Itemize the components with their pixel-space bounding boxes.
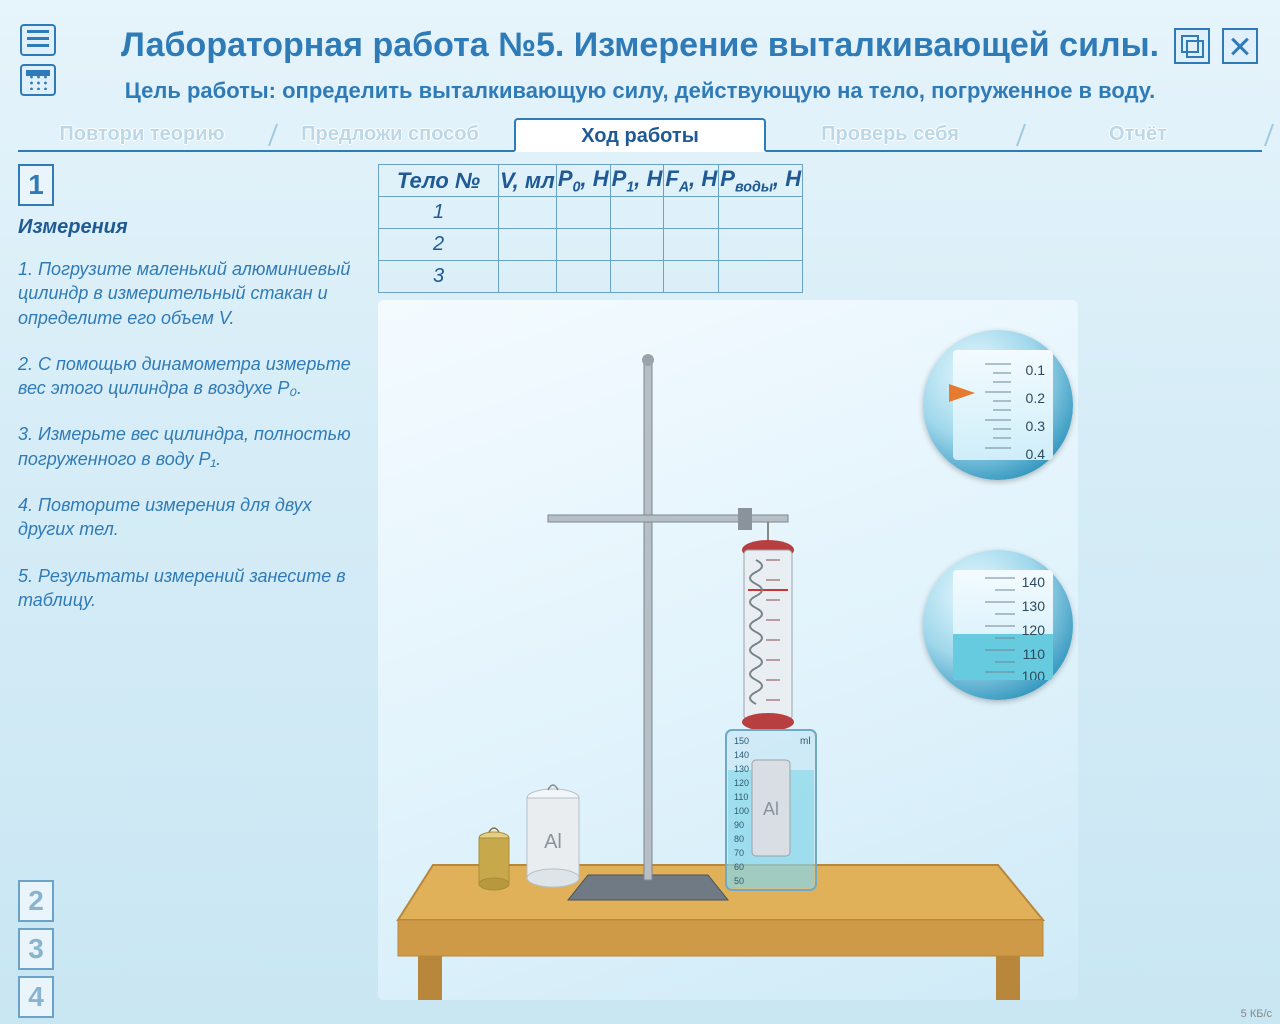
cell-p1[interactable] [610,229,664,261]
lab-table-edge [398,920,1043,956]
force-scale-lines [985,358,1025,458]
step-indicator-2[interactable]: 2 [18,880,54,922]
tab-method[interactable]: Предложи способ [266,118,514,150]
tab-bar: Повтори теорию Предложи способ Ход работ… [18,118,1262,152]
svg-text:130: 130 [734,764,749,774]
volume-gauge[interactable]: 140 130 120 110 100 [923,550,1073,700]
cell-num: 1 [379,197,499,229]
force-tick: 0.4 [1026,446,1045,462]
cylinder-label: Al [544,831,562,853]
menu-icon[interactable] [20,24,56,56]
step-indicator-4[interactable]: 4 [18,976,54,1018]
cell-fa[interactable] [664,197,719,229]
cylinder-large[interactable]: Al [527,785,579,887]
beaker-unit: ml [800,736,811,747]
cell-fa[interactable] [664,261,719,293]
table-leg [996,956,1020,1000]
step-indicator-3[interactable]: 3 [18,928,54,970]
svg-text:110: 110 [734,792,748,802]
results-table: Тело № V, мл P0, Н P1, Н FA, Н Pводы, Н … [378,164,803,293]
cell-p1[interactable] [610,261,664,293]
tab-procedure[interactable]: Ход работы [514,118,766,152]
force-tick: 0.2 [1026,390,1045,406]
volume-scale-lines [985,570,1035,680]
step-indicator-1[interactable]: 1 [18,164,54,206]
stand-clamp [738,508,752,530]
table-header-row: Тело № V, мл P0, Н P1, Н FA, Н Pводы, Н [379,165,803,197]
col-p0: P0, Н [556,165,610,197]
cell-p0[interactable] [556,261,610,293]
instruction-5: 5. Результаты измерений занесите в табли… [18,564,358,613]
cell-p1[interactable] [610,197,664,229]
step-nav: 2 3 4 [18,880,54,1024]
cell-v[interactable] [499,261,557,293]
instructions-panel: 1 Измерения 1. Погрузите маленький алюми… [18,164,358,634]
stand-cap [642,354,654,366]
instruction-4: 4. Повторите измерения для двух других т… [18,493,358,542]
force-gauge[interactable]: 0.1 0.2 0.3 0.4 [923,330,1073,480]
force-tick: 0.3 [1026,418,1045,434]
close-icon[interactable] [1222,28,1258,64]
calculator-icon[interactable] [20,64,56,96]
svg-text:90: 90 [734,820,744,830]
cell-p0[interactable] [556,229,610,261]
page-subtitle: Цель работы: определить выталкивающую си… [0,78,1280,104]
svg-text:150: 150 [734,736,749,746]
tab-check[interactable]: Проверь себя [766,118,1014,150]
col-pwater: Pводы, Н [719,165,803,197]
table-row: 3 [379,261,803,293]
instruction-1: 1. Погрузите маленький алюминиевый цилин… [18,257,358,330]
page-title: Лабораторная работа №5. Измерение выталк… [0,26,1280,65]
tab-theory[interactable]: Повтори теорию [18,118,266,150]
cell-pw[interactable] [719,261,803,293]
cell-num: 3 [379,261,499,293]
table-row: 2 [379,229,803,261]
svg-text:70: 70 [734,848,744,858]
table-row: 1 [379,197,803,229]
col-body-num: Тело № [379,165,499,197]
cell-v[interactable] [499,197,557,229]
cell-v[interactable] [499,229,557,261]
beaker[interactable]: Al 150 140 130 120 110 100 90 80 70 60 50 ml [726,730,816,890]
svg-text:80: 80 [734,834,744,844]
cell-fa[interactable] [664,229,719,261]
svg-text:50: 50 [734,876,744,886]
force-gauge-arrow-icon [949,384,975,402]
dynamometer[interactable] [742,540,794,731]
col-volume: V, мл [499,165,557,197]
svg-text:140: 140 [734,750,749,760]
section-heading: Измерения [18,216,358,239]
instruction-2: 2. С помощью динамометра измерьте вес эт… [18,352,358,401]
status-bandwidth: 5 КБ/с [1241,1008,1272,1020]
cell-p0[interactable] [556,197,610,229]
cell-pw[interactable] [719,197,803,229]
col-p1: P1, Н [610,165,664,197]
instruction-3: 3. Измерьте вес цилиндра, полностью погр… [18,422,358,471]
svg-text:120: 120 [734,778,749,788]
maximize-icon[interactable] [1174,28,1210,64]
cylinder-small[interactable] [479,828,509,890]
cylinder-label-in-beaker: Al [763,799,779,819]
table-leg [418,956,442,1000]
svg-text:60: 60 [734,862,744,872]
stand-rod [644,360,652,880]
cell-pw[interactable] [719,229,803,261]
cell-num: 2 [379,229,499,261]
col-fa: FA, Н [664,165,719,197]
tab-report[interactable]: Отчёт [1014,118,1262,150]
force-tick: 0.1 [1026,362,1045,378]
svg-text:100: 100 [734,806,749,816]
